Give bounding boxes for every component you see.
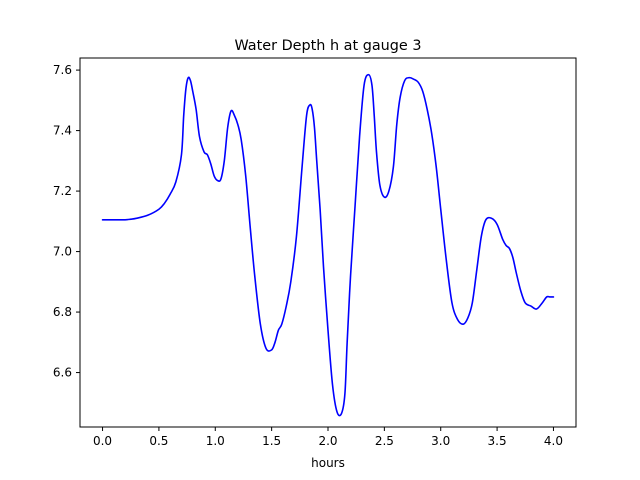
- plot-frame: [79, 57, 577, 428]
- x-tick-label: 3.0: [431, 434, 450, 448]
- series-line-0: [101, 73, 555, 417]
- y-tick-label: 6.6: [53, 366, 72, 380]
- x-tick-label: 2.5: [375, 434, 394, 448]
- y-tick-label: 7.2: [53, 184, 72, 198]
- x-axis-ticks: 0.0 0.5 1.0 1.5 2.0 2.5 3.0 3.5 4.0: [93, 427, 563, 448]
- y-tick-label: 6.8: [53, 305, 72, 319]
- x-tick-label: 0.5: [149, 434, 168, 448]
- x-tick-label: 3.5: [488, 434, 507, 448]
- x-axis-label: hours: [311, 456, 345, 470]
- chart-title: Water Depth h at gauge 3: [234, 38, 421, 54]
- x-tick-label: 2.0: [318, 434, 337, 448]
- x-tick-label: 0.0: [93, 434, 112, 448]
- y-tick-label: 7.6: [53, 63, 72, 77]
- x-tick-label: 1.5: [262, 434, 281, 448]
- x-tick-label: 4.0: [544, 434, 563, 448]
- x-tick-label: 1.0: [206, 434, 225, 448]
- y-axis-ticks: 6.6 6.8 7.0 7.2 7.4 7.6: [53, 63, 80, 380]
- y-tick-label: 7.0: [53, 245, 72, 259]
- y-tick-label: 7.4: [53, 124, 72, 138]
- series-layer: [101, 73, 555, 417]
